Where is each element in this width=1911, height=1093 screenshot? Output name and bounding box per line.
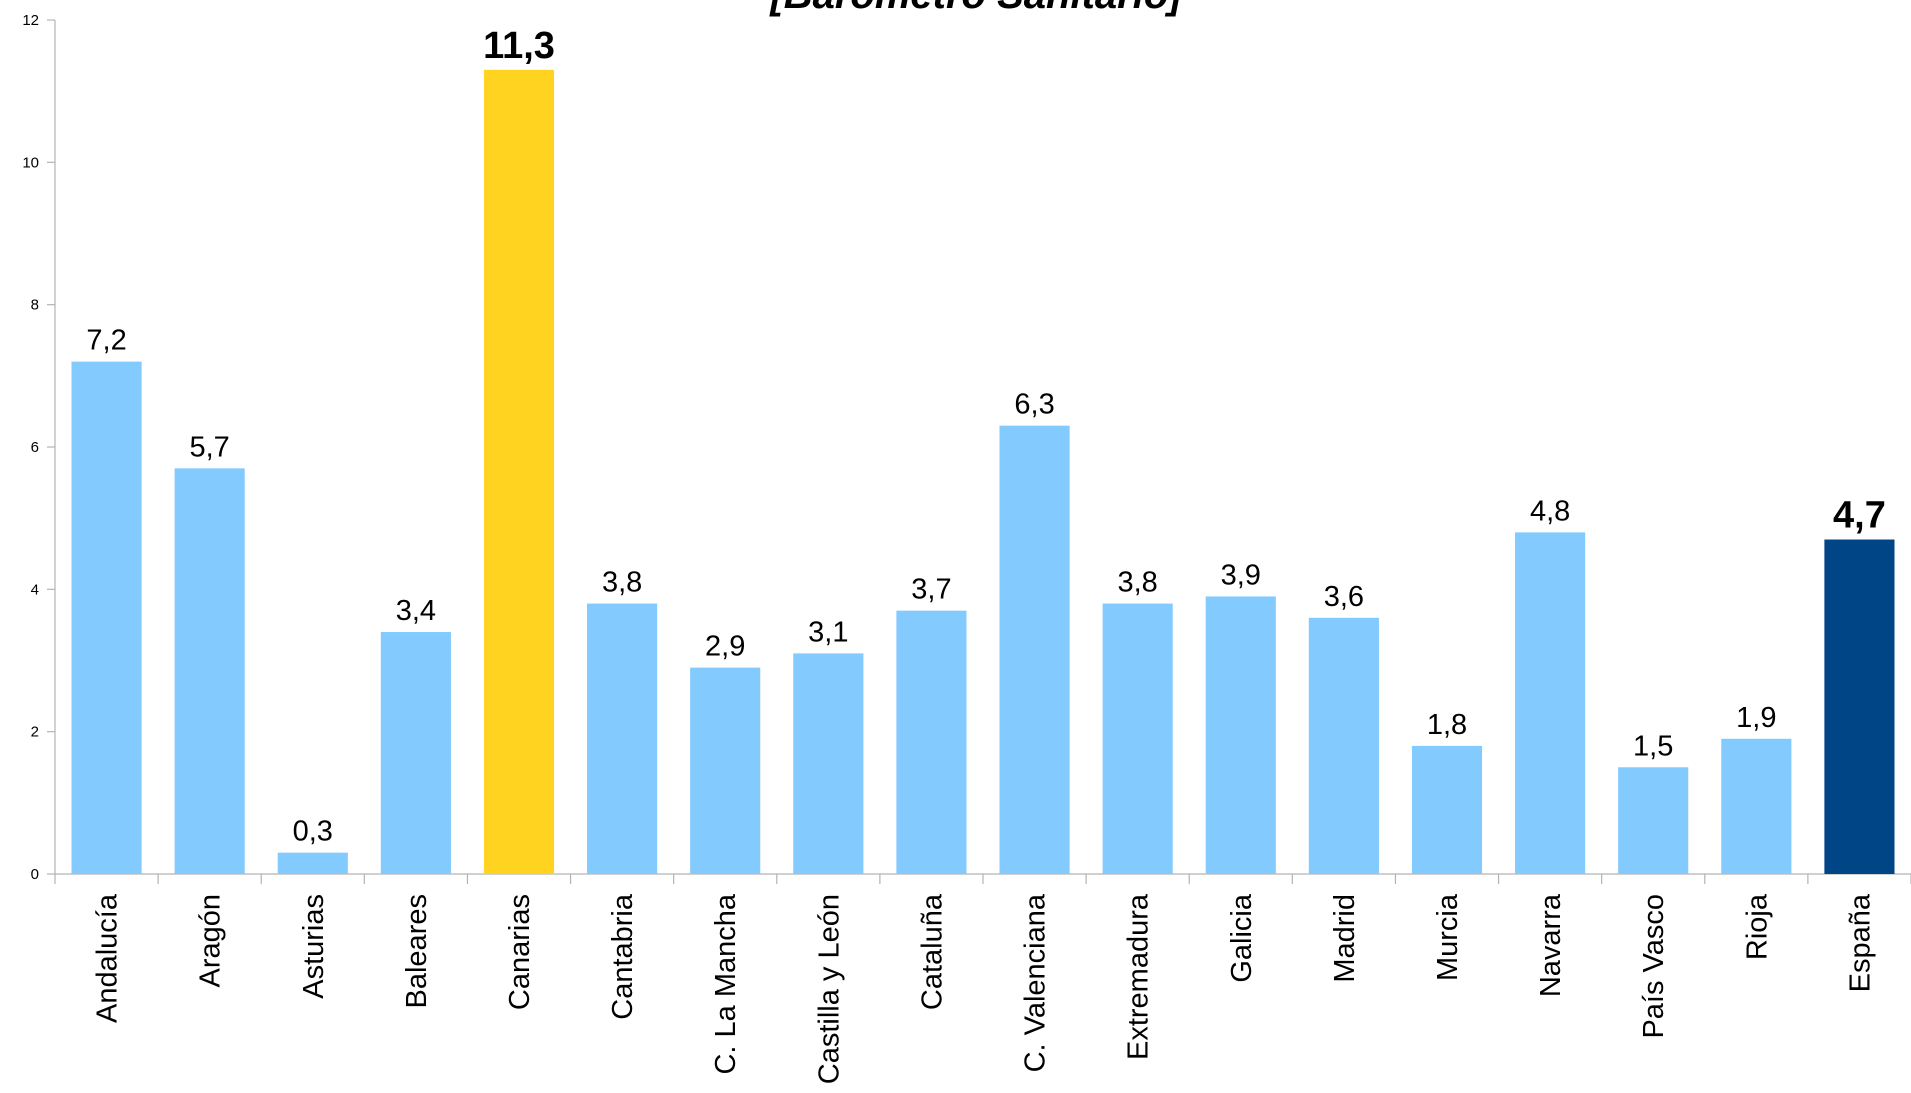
x-tick-label: Canarias <box>504 894 536 1010</box>
value-label: 4,7 <box>1833 495 1886 537</box>
bar <box>1308 617 1379 874</box>
value-label: 3,1 <box>808 616 848 648</box>
y-tick-label: 4 <box>31 581 39 598</box>
x-tick-label: C. Valenciana <box>1020 893 1052 1072</box>
value-label: 3,8 <box>602 567 642 599</box>
bar <box>999 425 1070 874</box>
x-tick-label: Andalucía <box>92 893 124 1023</box>
bar <box>71 361 142 875</box>
x-tick-label: Baleares <box>401 894 433 1008</box>
value-label: 3,8 <box>1118 567 1158 599</box>
bar <box>1721 738 1792 874</box>
y-tick-label: 0 <box>31 866 39 883</box>
bar <box>174 468 245 874</box>
value-label: 6,3 <box>1014 389 1054 421</box>
value-label: 7,2 <box>86 325 126 357</box>
x-tick-label: España <box>1844 893 1876 992</box>
value-label: 1,9 <box>1736 702 1776 734</box>
y-tick-label: 6 <box>31 439 39 456</box>
x-tick-label: Extremadura <box>1123 893 1155 1060</box>
x-tick-label: Murcia <box>1432 893 1464 981</box>
x-tick-label: Aragón <box>195 894 227 988</box>
bar <box>896 610 967 874</box>
value-label: 11,3 <box>483 25 555 67</box>
x-tick-label: C. La Mancha <box>710 893 742 1074</box>
y-tick-label: 10 <box>22 154 39 171</box>
value-label: 1,5 <box>1633 730 1673 762</box>
value-label: 5,7 <box>190 431 230 463</box>
x-tick-label: Rioja <box>1741 893 1773 960</box>
value-label: 4,8 <box>1530 495 1570 527</box>
value-label: 0,3 <box>293 816 333 848</box>
bar <box>690 667 761 874</box>
bar <box>1205 596 1276 874</box>
chart-title: [Barómetro Sanitario] <box>768 0 1183 17</box>
y-tick-label: 12 <box>22 12 39 29</box>
value-label: 3,4 <box>396 595 436 627</box>
value-label: 3,9 <box>1221 559 1261 591</box>
bar <box>380 632 451 874</box>
bar <box>1411 745 1483 874</box>
bar <box>1102 603 1173 874</box>
x-tick-label: Castilla y León <box>813 894 845 1084</box>
bar <box>1824 539 1895 874</box>
bar <box>483 69 555 875</box>
x-tick-label: Cantabria <box>607 893 639 1020</box>
value-label: 3,7 <box>911 574 951 606</box>
x-tick-label: Cataluña <box>916 893 948 1010</box>
x-tick-label: Galicia <box>1226 893 1258 983</box>
bar <box>277 852 348 874</box>
bar <box>793 653 864 874</box>
bar <box>1515 532 1586 874</box>
x-tick-label: Navarra <box>1535 893 1567 997</box>
bar <box>1618 767 1689 874</box>
bar <box>587 603 658 874</box>
x-tick-label: País Vasco <box>1638 894 1670 1039</box>
x-tick-label: Asturias <box>298 894 330 999</box>
x-tick-label: Madrid <box>1329 894 1361 983</box>
value-label: 1,8 <box>1427 709 1467 741</box>
y-tick-label: 2 <box>31 724 39 741</box>
y-tick-label: 8 <box>31 297 39 314</box>
value-label: 3,6 <box>1324 581 1364 613</box>
value-label: 2,9 <box>705 631 745 663</box>
